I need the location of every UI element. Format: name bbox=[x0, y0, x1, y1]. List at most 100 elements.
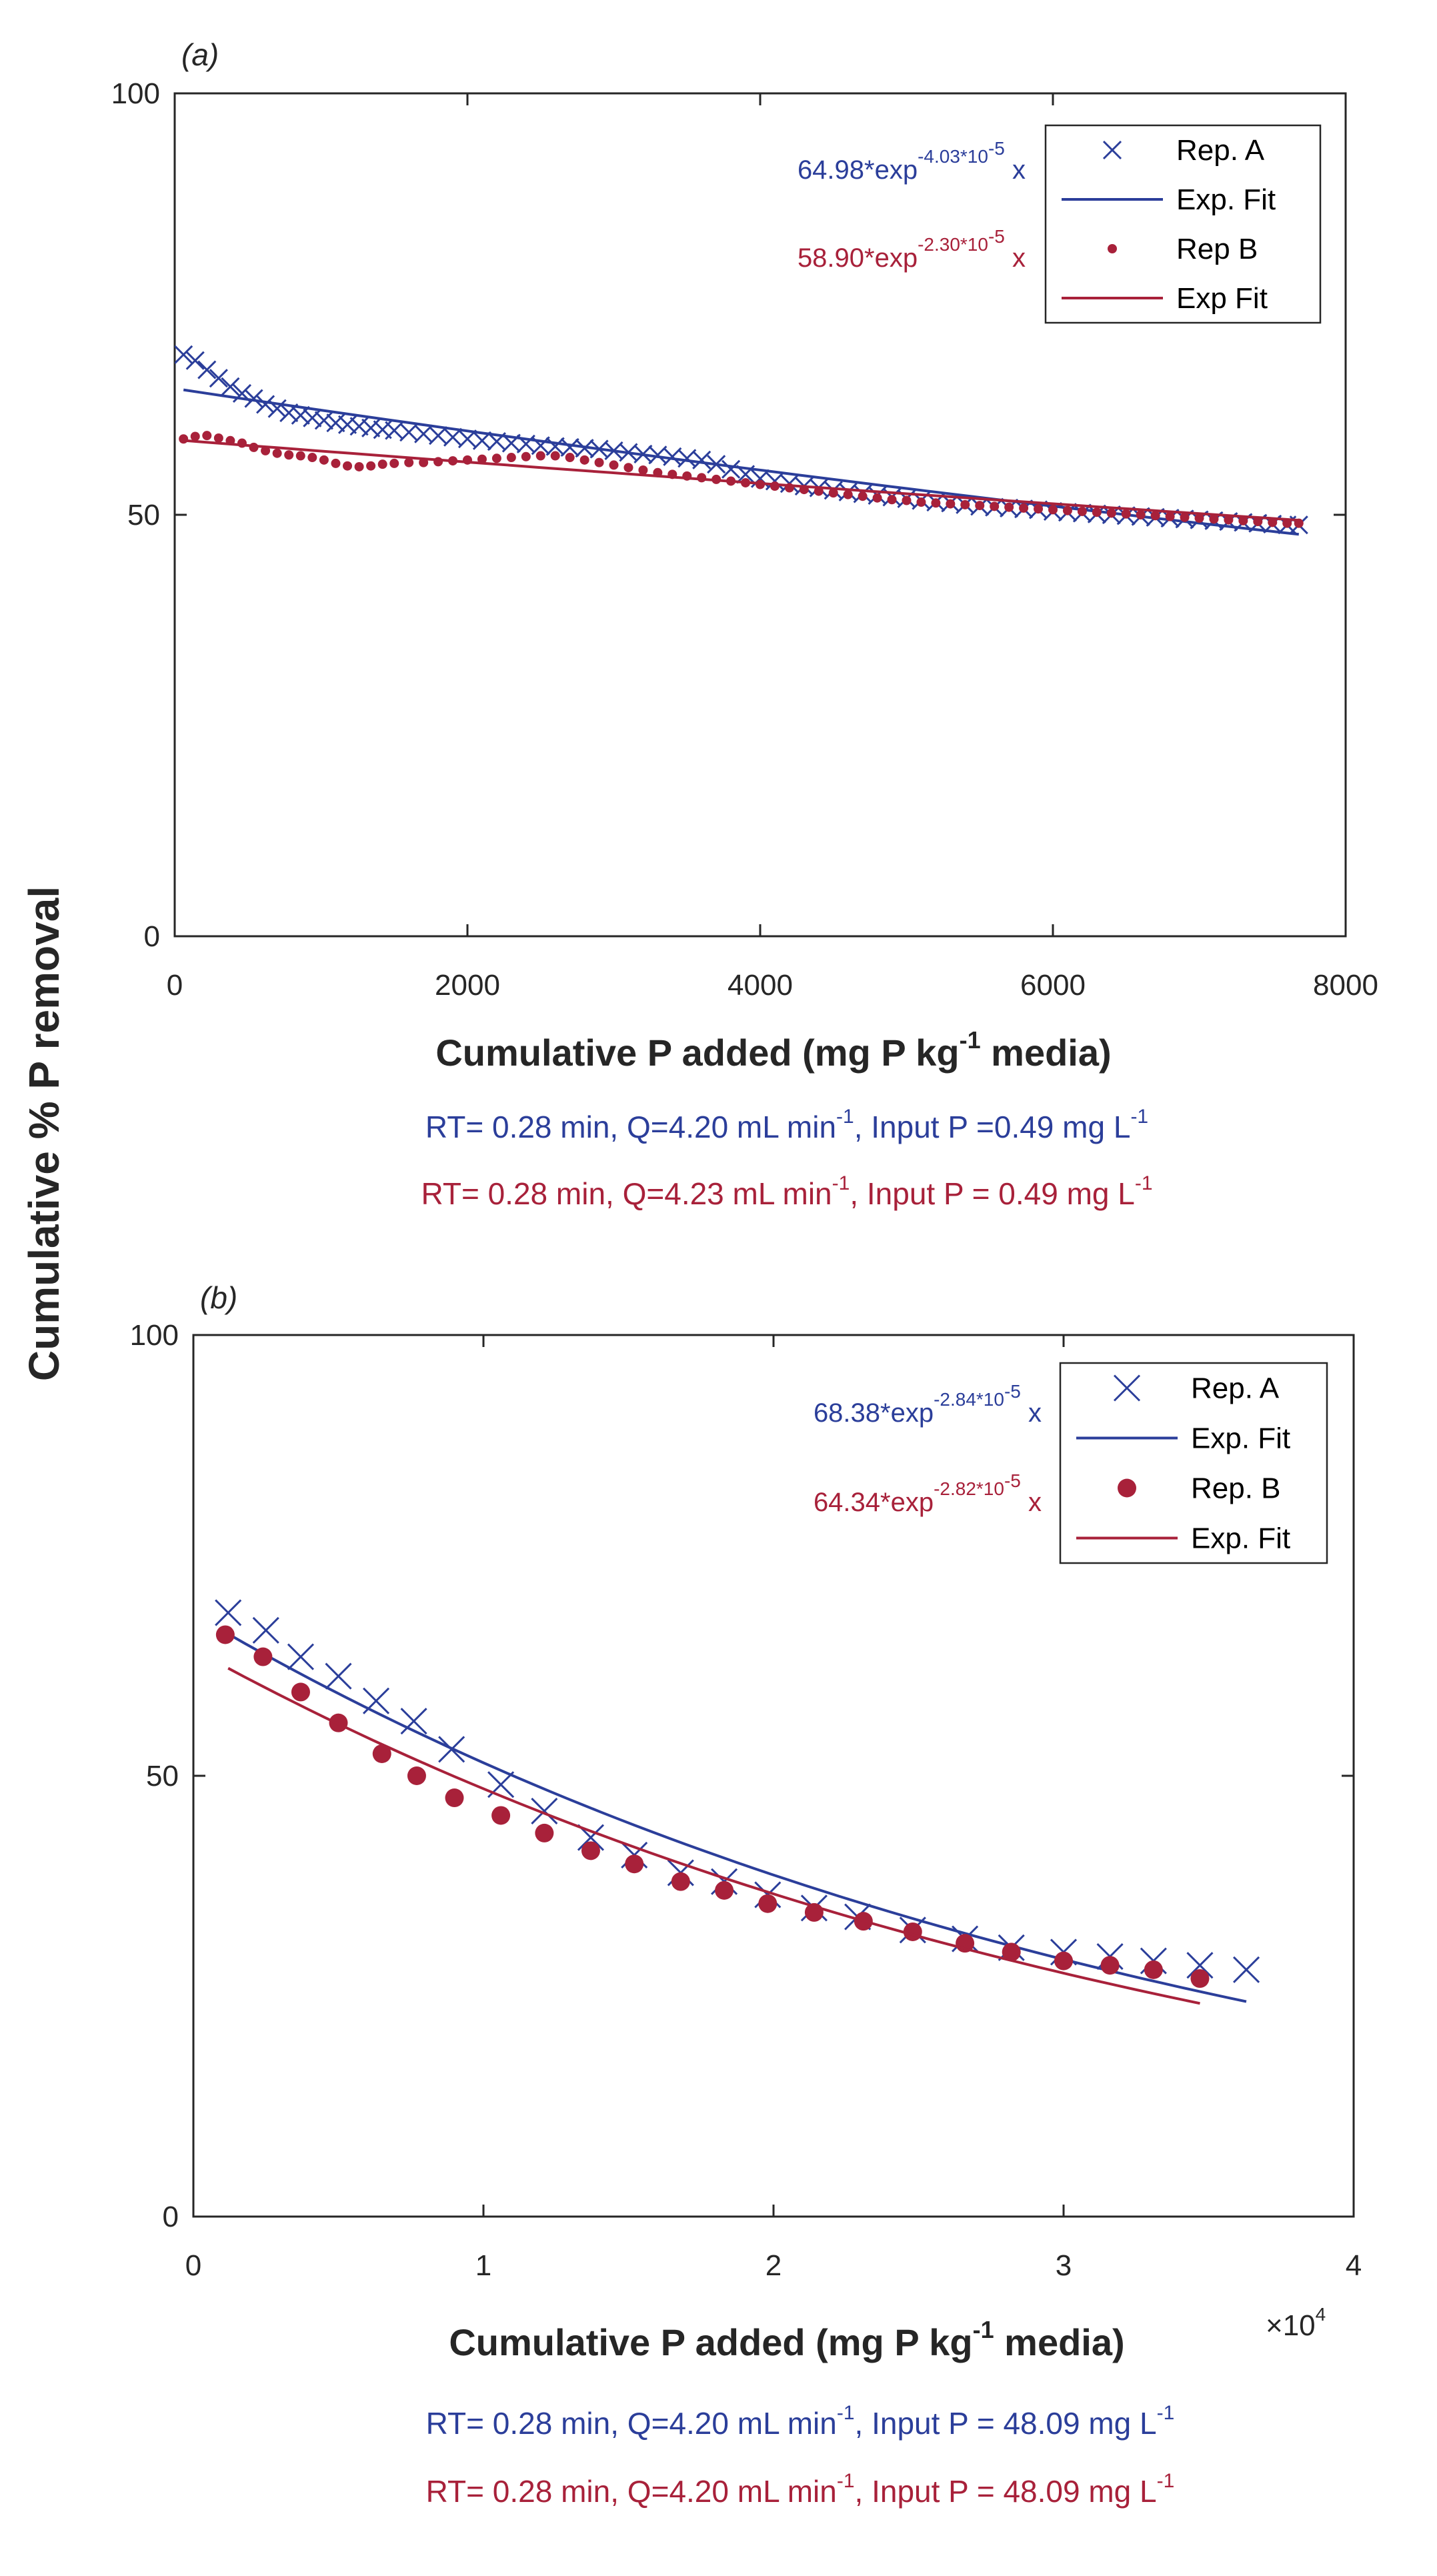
data-point-dot bbox=[366, 461, 376, 471]
data-point-dot bbox=[1194, 513, 1204, 523]
data-point-x bbox=[175, 345, 193, 364]
data-point-dot bbox=[975, 501, 985, 511]
data-point-dot bbox=[887, 495, 897, 505]
condition-text-sup: -1 bbox=[1130, 1106, 1148, 1128]
data-point-stroke bbox=[303, 408, 322, 427]
data-point-dot bbox=[272, 448, 282, 458]
data-point-stroke bbox=[1232, 1956, 1260, 1983]
data-point-stroke bbox=[209, 369, 228, 388]
fit-equation-exponent-power: -5 bbox=[1004, 1470, 1021, 1491]
x-tick-label: 3 bbox=[1056, 2249, 1072, 2282]
data-point-x bbox=[531, 1797, 558, 1824]
y-tick-label: 50 bbox=[127, 499, 160, 531]
data-point-dot bbox=[828, 488, 838, 498]
data-point-x bbox=[326, 413, 345, 433]
data-point-dot bbox=[594, 457, 604, 467]
data-point-x bbox=[209, 369, 228, 388]
data-point-dot bbox=[202, 431, 212, 441]
data-point-dot bbox=[295, 451, 305, 461]
data-point-dot bbox=[1019, 503, 1029, 513]
condition-text-part: , Input P = 0.49 mg L bbox=[850, 1176, 1135, 1211]
x-axis-exponent-base: ×10 bbox=[1266, 2309, 1316, 2342]
legend-entry: Exp Fit bbox=[1176, 282, 1268, 315]
data-point-dot bbox=[404, 457, 414, 467]
x-axis-label-text: Cumulative P added (mg P kg bbox=[449, 2321, 972, 2363]
legend-dot-marker bbox=[1108, 244, 1117, 253]
data-point-dot bbox=[506, 453, 516, 463]
data-point-stroke bbox=[185, 351, 205, 370]
data-point-stroke bbox=[252, 1616, 279, 1644]
data-point-stroke bbox=[361, 418, 381, 437]
data-point-dot bbox=[389, 458, 399, 468]
data-point-dot bbox=[1150, 511, 1160, 521]
condition-text-part: RT= 0.28 min, Q=4.20 mL min bbox=[426, 2406, 837, 2441]
series-exp-fit-line bbox=[183, 439, 1299, 522]
data-point-x bbox=[349, 417, 369, 436]
condition-text-part: RT= 0.28 min, Q=4.20 mL min bbox=[426, 2474, 837, 2509]
data-point-dot bbox=[858, 491, 868, 501]
fit-equation: 68.38*exp-2.84*10-5 x bbox=[814, 1381, 1042, 1428]
condition-text-sup: -1 bbox=[837, 2402, 855, 2424]
data-point-dot bbox=[671, 1872, 690, 1891]
data-point-dot bbox=[477, 454, 487, 464]
data-point-dot bbox=[843, 489, 853, 499]
x-axis-label-sup: -1 bbox=[960, 1026, 981, 1054]
data-point-stroke bbox=[531, 436, 550, 455]
panel-a: 0 2000 4000 6000 8000 0 50 100 (a) Cumulative P a… bbox=[111, 37, 1378, 1211]
fit-equation-main: 68.38*exp bbox=[814, 1398, 934, 1428]
data-point-x bbox=[325, 1662, 352, 1690]
data-point-dot bbox=[491, 453, 501, 463]
data-point-stroke bbox=[221, 377, 240, 396]
data-point-dot bbox=[343, 461, 353, 471]
fit-equation-variable: x bbox=[1005, 155, 1026, 185]
data-point-dot bbox=[445, 1788, 464, 1808]
data-point-x bbox=[244, 389, 263, 408]
data-point-dot bbox=[638, 465, 648, 475]
data-point-dot bbox=[565, 453, 575, 463]
data-point-dot bbox=[581, 1841, 600, 1860]
data-point-x bbox=[314, 411, 333, 430]
condition-text-part: RT= 0.28 min, Q=4.23 mL min bbox=[421, 1176, 832, 1211]
series-group bbox=[215, 1599, 1260, 2005]
condition-text-sup: -1 bbox=[832, 1172, 850, 1194]
data-point-dot bbox=[331, 458, 341, 468]
condition-text-part: , Input P =0.49 mg L bbox=[854, 1110, 1131, 1144]
data-point-x bbox=[692, 450, 711, 469]
data-point-dot bbox=[623, 463, 633, 473]
fit-equation-variable: x bbox=[1005, 243, 1026, 273]
data-point-dot bbox=[1054, 1951, 1073, 1971]
data-point-dot bbox=[291, 1682, 310, 1702]
x-tick-label: 4000 bbox=[728, 969, 793, 1002]
data-point-dot bbox=[902, 495, 912, 505]
data-point-stroke bbox=[244, 389, 263, 408]
series-exp-fit-line bbox=[227, 1666, 1200, 2005]
data-point-x bbox=[361, 418, 381, 437]
data-point-stroke bbox=[577, 1824, 605, 1851]
x-axis-label-tail: media) bbox=[981, 1032, 1112, 1074]
data-point-x bbox=[362, 1687, 390, 1714]
legend-entry: Exp. Fit bbox=[1191, 1522, 1290, 1555]
x-axis-exponent-power: 4 bbox=[1316, 2304, 1326, 2325]
data-point-stroke bbox=[1186, 1952, 1214, 1979]
condition-text-part: , Input P = 48.09 mg L bbox=[855, 2474, 1157, 2509]
data-point-x bbox=[1186, 1952, 1214, 1979]
condition-text-sup: -1 bbox=[836, 1106, 854, 1128]
fit-equation-main: 64.34*exp bbox=[814, 1488, 934, 1517]
legend-entry: Rep B bbox=[1176, 233, 1258, 265]
data-point-dot bbox=[1136, 510, 1146, 519]
condition-text-part: , Input P = 48.09 mg L bbox=[855, 2406, 1157, 2441]
data-point-x bbox=[722, 459, 741, 479]
y-tick-label: 50 bbox=[146, 1760, 179, 1792]
legend-x-marker bbox=[1102, 140, 1122, 160]
data-point-dot bbox=[916, 497, 926, 507]
data-point-dot bbox=[1190, 1969, 1210, 1989]
data-point-dot bbox=[1004, 502, 1014, 512]
data-point-dot bbox=[1209, 514, 1219, 524]
data-point-x bbox=[215, 1599, 242, 1626]
panel-label: (a) bbox=[181, 37, 219, 72]
data-point-stroke bbox=[400, 1707, 427, 1735]
data-point-dot bbox=[1253, 517, 1263, 527]
data-point-dot bbox=[1180, 512, 1190, 522]
fit-equation-exponent: -2.30*10 bbox=[918, 234, 988, 255]
